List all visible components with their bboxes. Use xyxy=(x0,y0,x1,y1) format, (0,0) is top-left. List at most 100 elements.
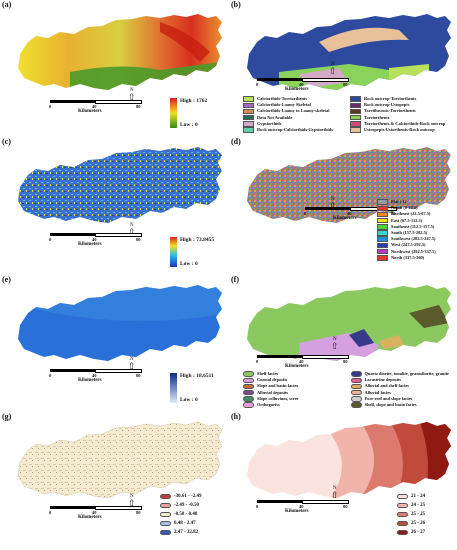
ramp-low-label: Low : 0 xyxy=(180,261,198,267)
legend-swatch-icon xyxy=(350,371,362,377)
legend-item: Fore-reef and slope facies xyxy=(350,395,456,402)
legend-label: Southwest (202.5-247.5) xyxy=(391,236,436,242)
temperature-map xyxy=(247,422,451,498)
legend-swatch-icon xyxy=(377,242,388,249)
legend-item: Alluvial and shelf facies xyxy=(350,383,456,390)
legend-label: Northwest (292.5-337.5) xyxy=(391,248,436,254)
twi-map xyxy=(18,285,222,361)
legend-item: Flat (-1) xyxy=(377,199,436,205)
legend-item: -2.49 - -0.50 xyxy=(160,501,202,510)
legend-swatch-icon xyxy=(243,114,254,121)
legend-label: Alluvial deposits xyxy=(257,389,289,395)
legend-item: Lacustrine deposits xyxy=(350,377,456,384)
legend-swatch-icon xyxy=(350,396,362,402)
legend-item: Calciorthids-Torriorthents xyxy=(243,96,346,102)
legend-item: Northwest (292.5-337.5) xyxy=(377,249,436,255)
legend-swatch-icon xyxy=(397,520,408,527)
legend-label: Orthogneiss xyxy=(257,401,280,407)
legend-item: Coastal deposits xyxy=(243,377,348,384)
legend-swatch-icon xyxy=(350,383,362,390)
legend-label: Torriorthents & Calciorthids-Rock outcro… xyxy=(364,120,446,126)
legend-label: Shelf facies xyxy=(257,371,279,376)
legend-label: Northeast (22.5-67.5) xyxy=(391,211,431,217)
legend-swatch-icon xyxy=(243,396,254,402)
legend-label: Alluvial and shelf facies xyxy=(364,383,410,389)
soil-map xyxy=(247,14,451,90)
ramp-low-label: Low : 0 xyxy=(180,122,198,128)
legend-label: Flat (-1) xyxy=(391,199,407,204)
legend-item: -30.61 - -2.49 xyxy=(160,492,202,501)
north-arrow-icon: N ⇧ xyxy=(329,197,337,211)
legend-label: Slope and basin facies xyxy=(257,383,299,389)
legend-label: Slope colluvium, scree xyxy=(257,395,299,401)
north-arrow-icon: N ⇧ xyxy=(128,494,136,508)
legend-swatch-icon xyxy=(243,102,254,109)
legend-swatch-icon xyxy=(377,248,388,255)
legend-item: 0.48 - 2.47 xyxy=(160,519,202,528)
legend-swatch-icon xyxy=(243,389,254,396)
legend-item: Rock outcrop-Calciorthids-Gypsiorthids xyxy=(243,127,346,133)
legend-item: Orthogneiss xyxy=(243,402,348,408)
slope-map xyxy=(18,147,222,223)
legend-item: Alluvial facies xyxy=(350,389,456,396)
legend-swatch-icon xyxy=(350,102,361,109)
panel-label: (f) xyxy=(231,275,239,284)
aspect-legend: Flat (-1) North (0-22.5) Northeast (22.5-6… xyxy=(377,199,436,261)
legend-item: Slope and basin facies xyxy=(243,383,348,390)
legend-label: Ustropepts-Ustorthents-Rock outcrop xyxy=(364,126,435,132)
legend-swatch-icon xyxy=(243,121,254,127)
legend-label: Lacustrine deposits xyxy=(364,377,401,383)
legend-item: North (0-22.5) xyxy=(377,205,436,212)
legend-item: Shelf, slope and basin facies xyxy=(350,402,456,408)
panel-g-curvature: (g) N ⇧ 0 40 80 Kilometers -30.61 - -2.49… xyxy=(0,412,228,549)
legend-label: Southeast (112.5-157.5) xyxy=(391,223,435,229)
legend-swatch-icon xyxy=(350,127,361,133)
legend-label: Rock outcrop-Torriorthents xyxy=(364,96,417,101)
panel-a-elevation: (a) High : 1762 Low : 0 N ⇧ 0 40 80 Kilom… xyxy=(0,0,228,137)
legend-item: 21 - 24 xyxy=(397,492,425,501)
legend-label: Rock outcrop-Ustopepts xyxy=(364,102,410,108)
legend-item: Northeast (22.5-67.5) xyxy=(377,211,436,218)
legend-swatch-icon xyxy=(377,217,388,224)
temperature-legend: 21 - 24 24 - 25 25 - 25 25 - 26 26 - 27 xyxy=(397,492,425,537)
soil-legend: Calciorthids-Torriorthents Rock outcrop-T… xyxy=(243,96,453,133)
legend-swatch-icon xyxy=(160,502,171,509)
legend-swatch-icon xyxy=(243,377,254,384)
legend-label: -30.61 - -2.49 xyxy=(174,494,202,499)
north-arrow-icon: N ⇧ xyxy=(331,486,339,500)
legend-swatch-icon xyxy=(243,96,254,102)
legend-item: 25 - 25 xyxy=(397,510,425,519)
legend-swatch-icon xyxy=(243,127,254,133)
legend-swatch-icon xyxy=(350,108,361,115)
legend-swatch-icon xyxy=(350,389,362,396)
legend-swatch-icon xyxy=(160,511,171,518)
legend-label: South (157.5-202.5) xyxy=(391,229,428,235)
legend-swatch-icon xyxy=(160,529,171,536)
legend-swatch-icon xyxy=(350,114,361,121)
legend-label: Calciorthids-Torriorthents xyxy=(257,96,308,101)
legend-item: 26 - 27 xyxy=(397,528,425,537)
twi-color-ramp xyxy=(170,373,177,403)
lithology-map xyxy=(247,285,451,361)
legend-swatch-icon xyxy=(243,402,254,408)
curvature-legend: -30.61 - -2.49 -2.49 - -0.50 -0.50 - 0.48 0… xyxy=(160,492,202,537)
legend-item: Calciorthids-Loamy to Loamy-skeletal xyxy=(243,108,346,115)
legend-item: -0.50 - 0.48 xyxy=(160,510,202,519)
legend-swatch-icon xyxy=(350,96,361,102)
legend-item: Rock outcrop-Ustopepts xyxy=(350,102,453,109)
panel-label: (c) xyxy=(2,137,11,146)
legend-label: 24 - 25 xyxy=(411,503,426,508)
north-arrow-icon: N ⇧ xyxy=(331,337,339,351)
legend-label: Calciorthids-Loamy to Loamy-skeletal xyxy=(257,108,330,114)
legend-item: Rock outcrop-Torriorthents xyxy=(350,96,453,102)
legend-swatch-icon xyxy=(350,121,361,127)
legend-label: Fore-reef and slope facies xyxy=(364,395,413,401)
legend-item: Slope colluvium, scree xyxy=(243,396,348,402)
legend-swatch-icon xyxy=(160,520,171,527)
legend-label: 21 - 24 xyxy=(411,494,426,499)
legend-item: Data Not Available xyxy=(243,115,346,121)
panel-label: (g) xyxy=(2,412,12,421)
legend-swatch-icon xyxy=(243,371,254,377)
curvature-map xyxy=(17,421,223,499)
legend-item: 25 - 26 xyxy=(397,519,425,528)
